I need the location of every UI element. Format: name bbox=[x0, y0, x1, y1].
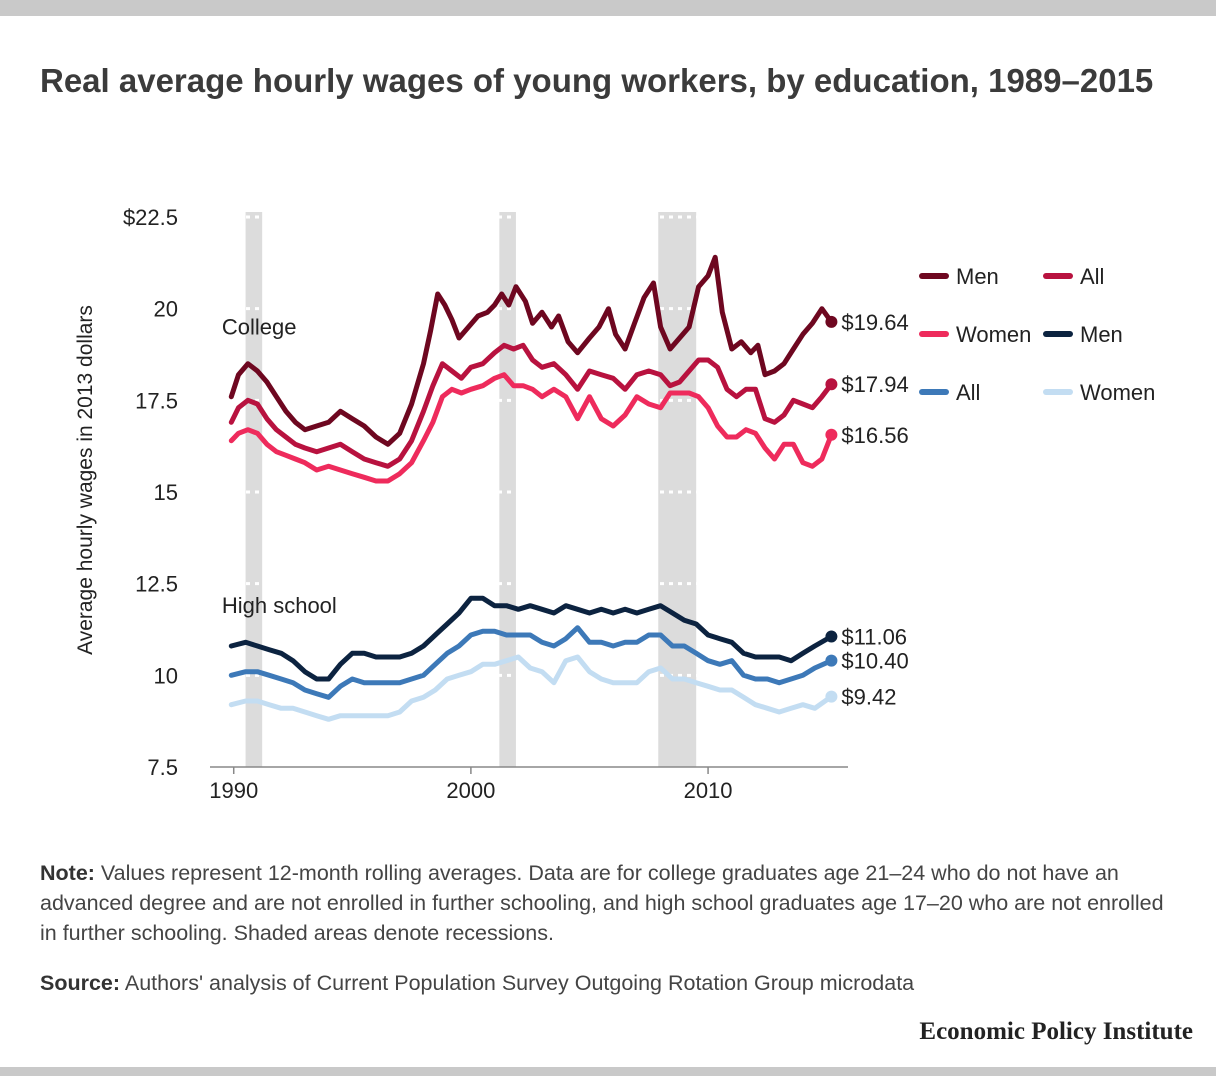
series-group bbox=[228, 254, 838, 722]
series-end-label: $17.94 bbox=[841, 372, 908, 397]
legend-label: All bbox=[1080, 264, 1104, 289]
legend: Men All Women Men All Women bbox=[919, 264, 1155, 405]
series-line bbox=[228, 625, 834, 700]
x-tick-label: 2000 bbox=[446, 778, 495, 803]
series-line bbox=[228, 595, 834, 682]
series-line bbox=[228, 254, 834, 447]
legend-label: Women bbox=[1080, 380, 1155, 405]
legend-label: Men bbox=[1080, 322, 1123, 347]
y-tick-label: 15 bbox=[154, 480, 178, 505]
series-end-marker bbox=[825, 630, 838, 643]
group-label: College bbox=[222, 314, 297, 339]
y-tick-label: 10 bbox=[154, 663, 178, 688]
source-label: Source: bbox=[40, 971, 121, 995]
series-end-label: $11.06 bbox=[841, 624, 907, 649]
series-end-label: $10.40 bbox=[841, 649, 908, 674]
axes-group: 1990 2000 2010 bbox=[209, 766, 848, 803]
brand-logo-text: Economic Policy Institute bbox=[919, 1018, 1193, 1045]
recession-band bbox=[658, 212, 697, 767]
note-text: Values represent 12-month rolling averag… bbox=[40, 861, 1164, 945]
source-text: Authors' analysis of Current Population … bbox=[124, 971, 915, 995]
chart-note: Note: Values represent 12-month rolling … bbox=[40, 858, 1180, 948]
series-line bbox=[228, 342, 834, 469]
note-label: Note: bbox=[40, 861, 95, 885]
chart-source: Source: Authors' analysis of Current Pop… bbox=[40, 968, 1180, 998]
series-end-marker bbox=[825, 690, 838, 703]
series-end-label: $9.42 bbox=[841, 685, 896, 710]
legend-label: Women bbox=[956, 322, 1031, 347]
end-labels-group: $19.64 $17.94 $16.56 $11.06$10.40 $9.42 bbox=[841, 310, 908, 710]
series-end-marker bbox=[825, 428, 838, 441]
line-chart: 7.5 10 12.5 15 17.5 20 $22.5 1990 2000 2010 $19.… bbox=[74, 205, 1155, 803]
x-tick-label: 2010 bbox=[684, 778, 733, 803]
y-tick-label: 7.5 bbox=[147, 755, 178, 780]
series-end-marker bbox=[825, 654, 838, 667]
y-tick-label: $22.5 bbox=[123, 205, 178, 230]
chart-title: Real average hourly wages of young worke… bbox=[40, 62, 1154, 99]
legend-label: All bbox=[956, 380, 980, 405]
recession-band bbox=[245, 212, 263, 767]
series-end-marker bbox=[825, 315, 838, 328]
y-tick-label: 20 bbox=[154, 297, 178, 322]
series-end-label: $19.64 bbox=[841, 310, 908, 335]
y-tick-label: 12.5 bbox=[135, 572, 178, 597]
y-tick-label: 17.5 bbox=[135, 388, 178, 413]
series-line bbox=[228, 372, 834, 484]
series-end-label: $16.56 bbox=[841, 423, 908, 448]
group-label: High school bbox=[222, 593, 337, 618]
series-end-marker bbox=[825, 378, 838, 391]
group-labels-group: College High school bbox=[222, 314, 337, 618]
y-axis-label: Average hourly wages in 2013 dollars bbox=[74, 305, 97, 655]
bottom-border-bar bbox=[0, 1067, 1216, 1076]
x-tick-label: 1990 bbox=[209, 778, 258, 803]
series-line bbox=[228, 654, 834, 722]
legend-label: Men bbox=[956, 264, 999, 289]
top-border-bar bbox=[0, 0, 1216, 16]
